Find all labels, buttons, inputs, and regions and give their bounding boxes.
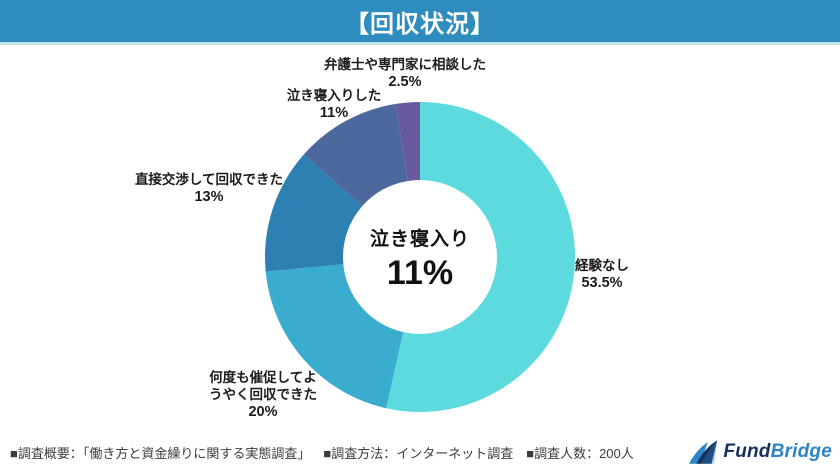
logo-text-fund: Fund xyxy=(723,441,771,462)
segment-percent-text: 2.5% xyxy=(388,74,422,90)
segment-percent-text: 11% xyxy=(319,105,349,121)
donut-center-label: 泣き寝入り 11% xyxy=(320,224,520,293)
donut-segment-3 xyxy=(303,103,408,207)
donut-segment-4 xyxy=(395,102,420,181)
fundbridge-logo: FundBridge xyxy=(688,439,832,465)
donut-segment-2 xyxy=(265,154,363,272)
segment-label-lawyer: 弁護士や専門家に相談した 2.5% xyxy=(275,56,535,91)
segment-label-text: 泣き寝入りした xyxy=(286,88,382,103)
survey-method: ■調査方法：インターネット調査 xyxy=(323,445,514,461)
header-bar: 【回収状況】 xyxy=(0,0,840,45)
donut-segment-1 xyxy=(265,264,404,409)
center-label-line1: 泣き寝入り xyxy=(369,229,470,250)
segment-label-no-experience: 経験なし 53.5% xyxy=(542,257,662,292)
segment-label-text: 弁護士や専門家に相談した xyxy=(324,57,486,72)
survey-overview: ■調査概要：「働き方と資金繰りに関する実態調査」 xyxy=(10,445,311,461)
center-label-line2: 11% xyxy=(386,254,454,292)
segment-label-repeated-reminders: 何度も催促してようやく回収できた 20% xyxy=(206,369,320,421)
logo-text-bridge: Bridge xyxy=(770,441,832,462)
segment-label-text: 何度も催促してようやく回収できた xyxy=(209,370,317,402)
donut-chart xyxy=(265,102,575,412)
segment-label-direct-negotiation: 直接交渉して回収できた 13% xyxy=(109,171,309,206)
segment-percent-text: 20% xyxy=(248,404,278,420)
segment-label-text: 直接交渉して回収できた xyxy=(134,172,284,187)
donut-segment-0 xyxy=(386,102,575,412)
footer: ■調査概要：「働き方と資金繰りに関する実態調査」 ■調査方法：インターネット調査… xyxy=(10,437,832,467)
segment-label-text: 経験なし xyxy=(575,258,629,273)
sail-icon xyxy=(688,439,720,465)
survey-count: ■調査人数：200人 xyxy=(526,445,634,461)
segment-percent-text: 13% xyxy=(194,189,224,205)
logo-text: FundBridge xyxy=(723,441,832,463)
page-title: 【回収状況】 xyxy=(345,10,495,38)
segment-percent-text: 53.5% xyxy=(581,275,623,291)
segment-label-gave-up: 泣き寝入りした 11% xyxy=(244,87,424,122)
survey-info: ■調査概要：「働き方と資金繰りに関する実態調査」 ■調査方法：インターネット調査… xyxy=(10,443,634,462)
